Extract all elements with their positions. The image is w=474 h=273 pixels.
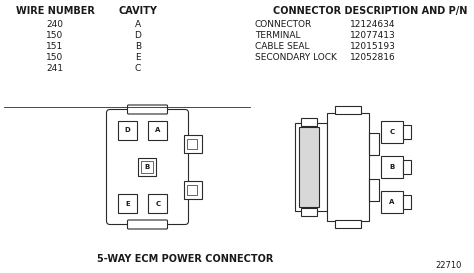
Text: 150: 150 bbox=[46, 31, 64, 40]
Bar bbox=[403, 195, 411, 209]
Text: 12077413: 12077413 bbox=[350, 31, 396, 40]
Text: C: C bbox=[390, 129, 394, 135]
Text: B: B bbox=[389, 164, 395, 170]
Bar bbox=[381, 156, 403, 178]
Text: 12015193: 12015193 bbox=[350, 42, 396, 51]
Text: A: A bbox=[155, 127, 161, 133]
Text: 22710: 22710 bbox=[436, 261, 462, 270]
Bar bbox=[403, 160, 411, 174]
Bar bbox=[295, 123, 327, 211]
Text: D: D bbox=[125, 127, 130, 133]
Bar bbox=[187, 139, 197, 149]
Text: 150: 150 bbox=[46, 53, 64, 62]
Text: 5-WAY ECM POWER CONNECTOR: 5-WAY ECM POWER CONNECTOR bbox=[97, 254, 273, 264]
FancyBboxPatch shape bbox=[128, 105, 167, 114]
Text: CONNECTOR: CONNECTOR bbox=[255, 20, 312, 29]
Bar bbox=[301, 118, 317, 126]
Bar bbox=[301, 208, 317, 216]
Text: 151: 151 bbox=[46, 42, 64, 51]
Text: D: D bbox=[135, 31, 141, 40]
Bar bbox=[118, 121, 137, 140]
Bar bbox=[184, 181, 202, 199]
Bar bbox=[381, 121, 403, 143]
Text: 240: 240 bbox=[46, 20, 64, 29]
Text: TERMINAL: TERMINAL bbox=[255, 31, 301, 40]
Text: 12124634: 12124634 bbox=[350, 20, 395, 29]
Text: B: B bbox=[145, 164, 150, 170]
Text: CABLE SEAL: CABLE SEAL bbox=[255, 42, 310, 51]
Bar bbox=[142, 161, 154, 173]
Text: SECONDARY LOCK: SECONDARY LOCK bbox=[255, 53, 337, 62]
Bar bbox=[148, 194, 167, 213]
Text: E: E bbox=[125, 200, 130, 206]
FancyBboxPatch shape bbox=[107, 109, 189, 224]
Text: A: A bbox=[389, 199, 395, 205]
Bar bbox=[118, 194, 137, 213]
Text: WIRE NUMBER: WIRE NUMBER bbox=[16, 6, 94, 16]
Text: C: C bbox=[155, 200, 161, 206]
Text: B: B bbox=[135, 42, 141, 51]
Bar bbox=[138, 158, 156, 176]
Text: CONNECTOR DESCRIPTION AND P/N: CONNECTOR DESCRIPTION AND P/N bbox=[273, 6, 467, 16]
Text: E: E bbox=[135, 53, 141, 62]
Bar bbox=[403, 125, 411, 139]
Text: C: C bbox=[135, 64, 141, 73]
Bar bbox=[148, 121, 167, 140]
Bar bbox=[299, 127, 319, 207]
Bar bbox=[335, 220, 361, 228]
Bar bbox=[335, 106, 361, 114]
Text: CAVITY: CAVITY bbox=[118, 6, 157, 16]
Text: 12052816: 12052816 bbox=[350, 53, 396, 62]
Bar bbox=[381, 191, 403, 213]
FancyBboxPatch shape bbox=[128, 220, 167, 229]
Text: 241: 241 bbox=[46, 64, 64, 73]
Bar bbox=[184, 135, 202, 153]
Bar bbox=[327, 113, 369, 221]
Bar bbox=[187, 185, 197, 195]
Text: A: A bbox=[135, 20, 141, 29]
